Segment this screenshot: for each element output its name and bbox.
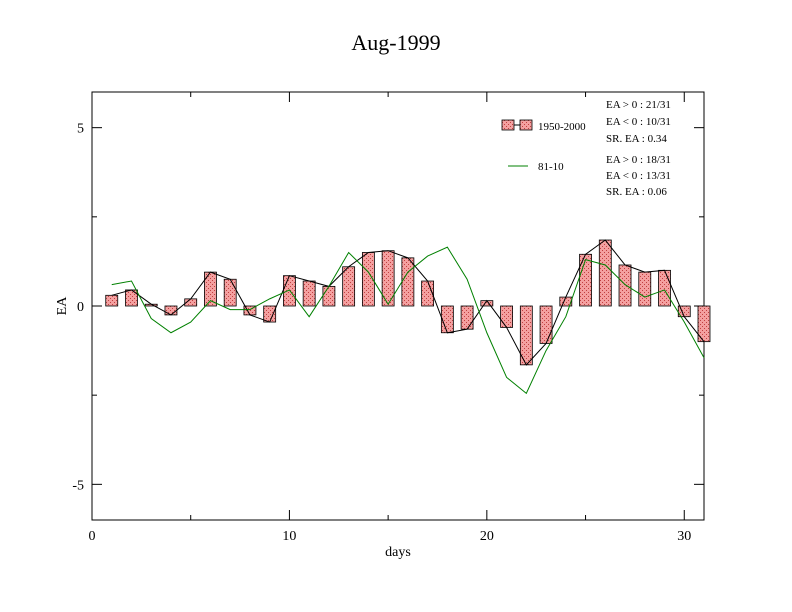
line-81-10 [111, 246, 705, 395]
y-axis-label: EA [55, 296, 70, 316]
legend-stat: EA > 0 : 21/31 [606, 99, 671, 111]
x-tick-label: 0 [89, 529, 96, 544]
bar [440, 305, 454, 334]
bar [105, 294, 119, 307]
bar [263, 305, 277, 323]
y-axis: -5 0 5 [72, 122, 704, 493]
legend-stat: EA > 0 : 18/31 [606, 154, 671, 166]
legend-swatch-1950-2000 [501, 119, 515, 131]
x-tick-label: 20 [480, 529, 494, 544]
bar [618, 264, 632, 307]
bar [539, 305, 553, 344]
bar [658, 269, 671, 307]
x-axis: 0 10 20 30 [89, 92, 691, 544]
bar [283, 275, 296, 307]
legend: 1950-2000 EA > 0 : 21/31 EA < 0 : 10/31 … [501, 99, 671, 198]
legend-label-1950-2000: 1950-2000 [538, 121, 586, 133]
x-axis-label: days [385, 545, 411, 560]
bar [421, 280, 435, 307]
line-1950-2000 [111, 239, 705, 366]
legend-stat: SR. EA : 0.34 [606, 133, 667, 145]
bar [500, 305, 513, 328]
bar [579, 253, 592, 307]
legend-stat: EA < 0 : 13/31 [606, 170, 671, 182]
legend-label-81-10: 81-10 [538, 161, 564, 173]
bar [322, 285, 336, 307]
bar [401, 257, 415, 307]
bar-series-1950-2000 [105, 239, 711, 366]
y-tick-label: 0 [77, 300, 84, 315]
x-tick-label: 10 [282, 529, 296, 544]
bar [302, 280, 316, 307]
x-tick-label: 30 [677, 529, 691, 544]
bar [598, 239, 612, 307]
chart-title: Aug-1999 [351, 30, 440, 55]
bar [164, 305, 178, 316]
line-series [111, 239, 705, 395]
legend-stat: SR. EA : 0.06 [606, 186, 667, 198]
bar [223, 278, 237, 307]
y-tick-label: 5 [77, 122, 84, 137]
bar [460, 305, 474, 330]
y-tick-label: -5 [72, 478, 84, 493]
bar [125, 289, 138, 307]
legend-stat: EA < 0 : 10/31 [606, 116, 671, 128]
legend-swatch-1950-2000-b [519, 119, 533, 131]
bar [342, 266, 356, 307]
bar [638, 271, 652, 307]
